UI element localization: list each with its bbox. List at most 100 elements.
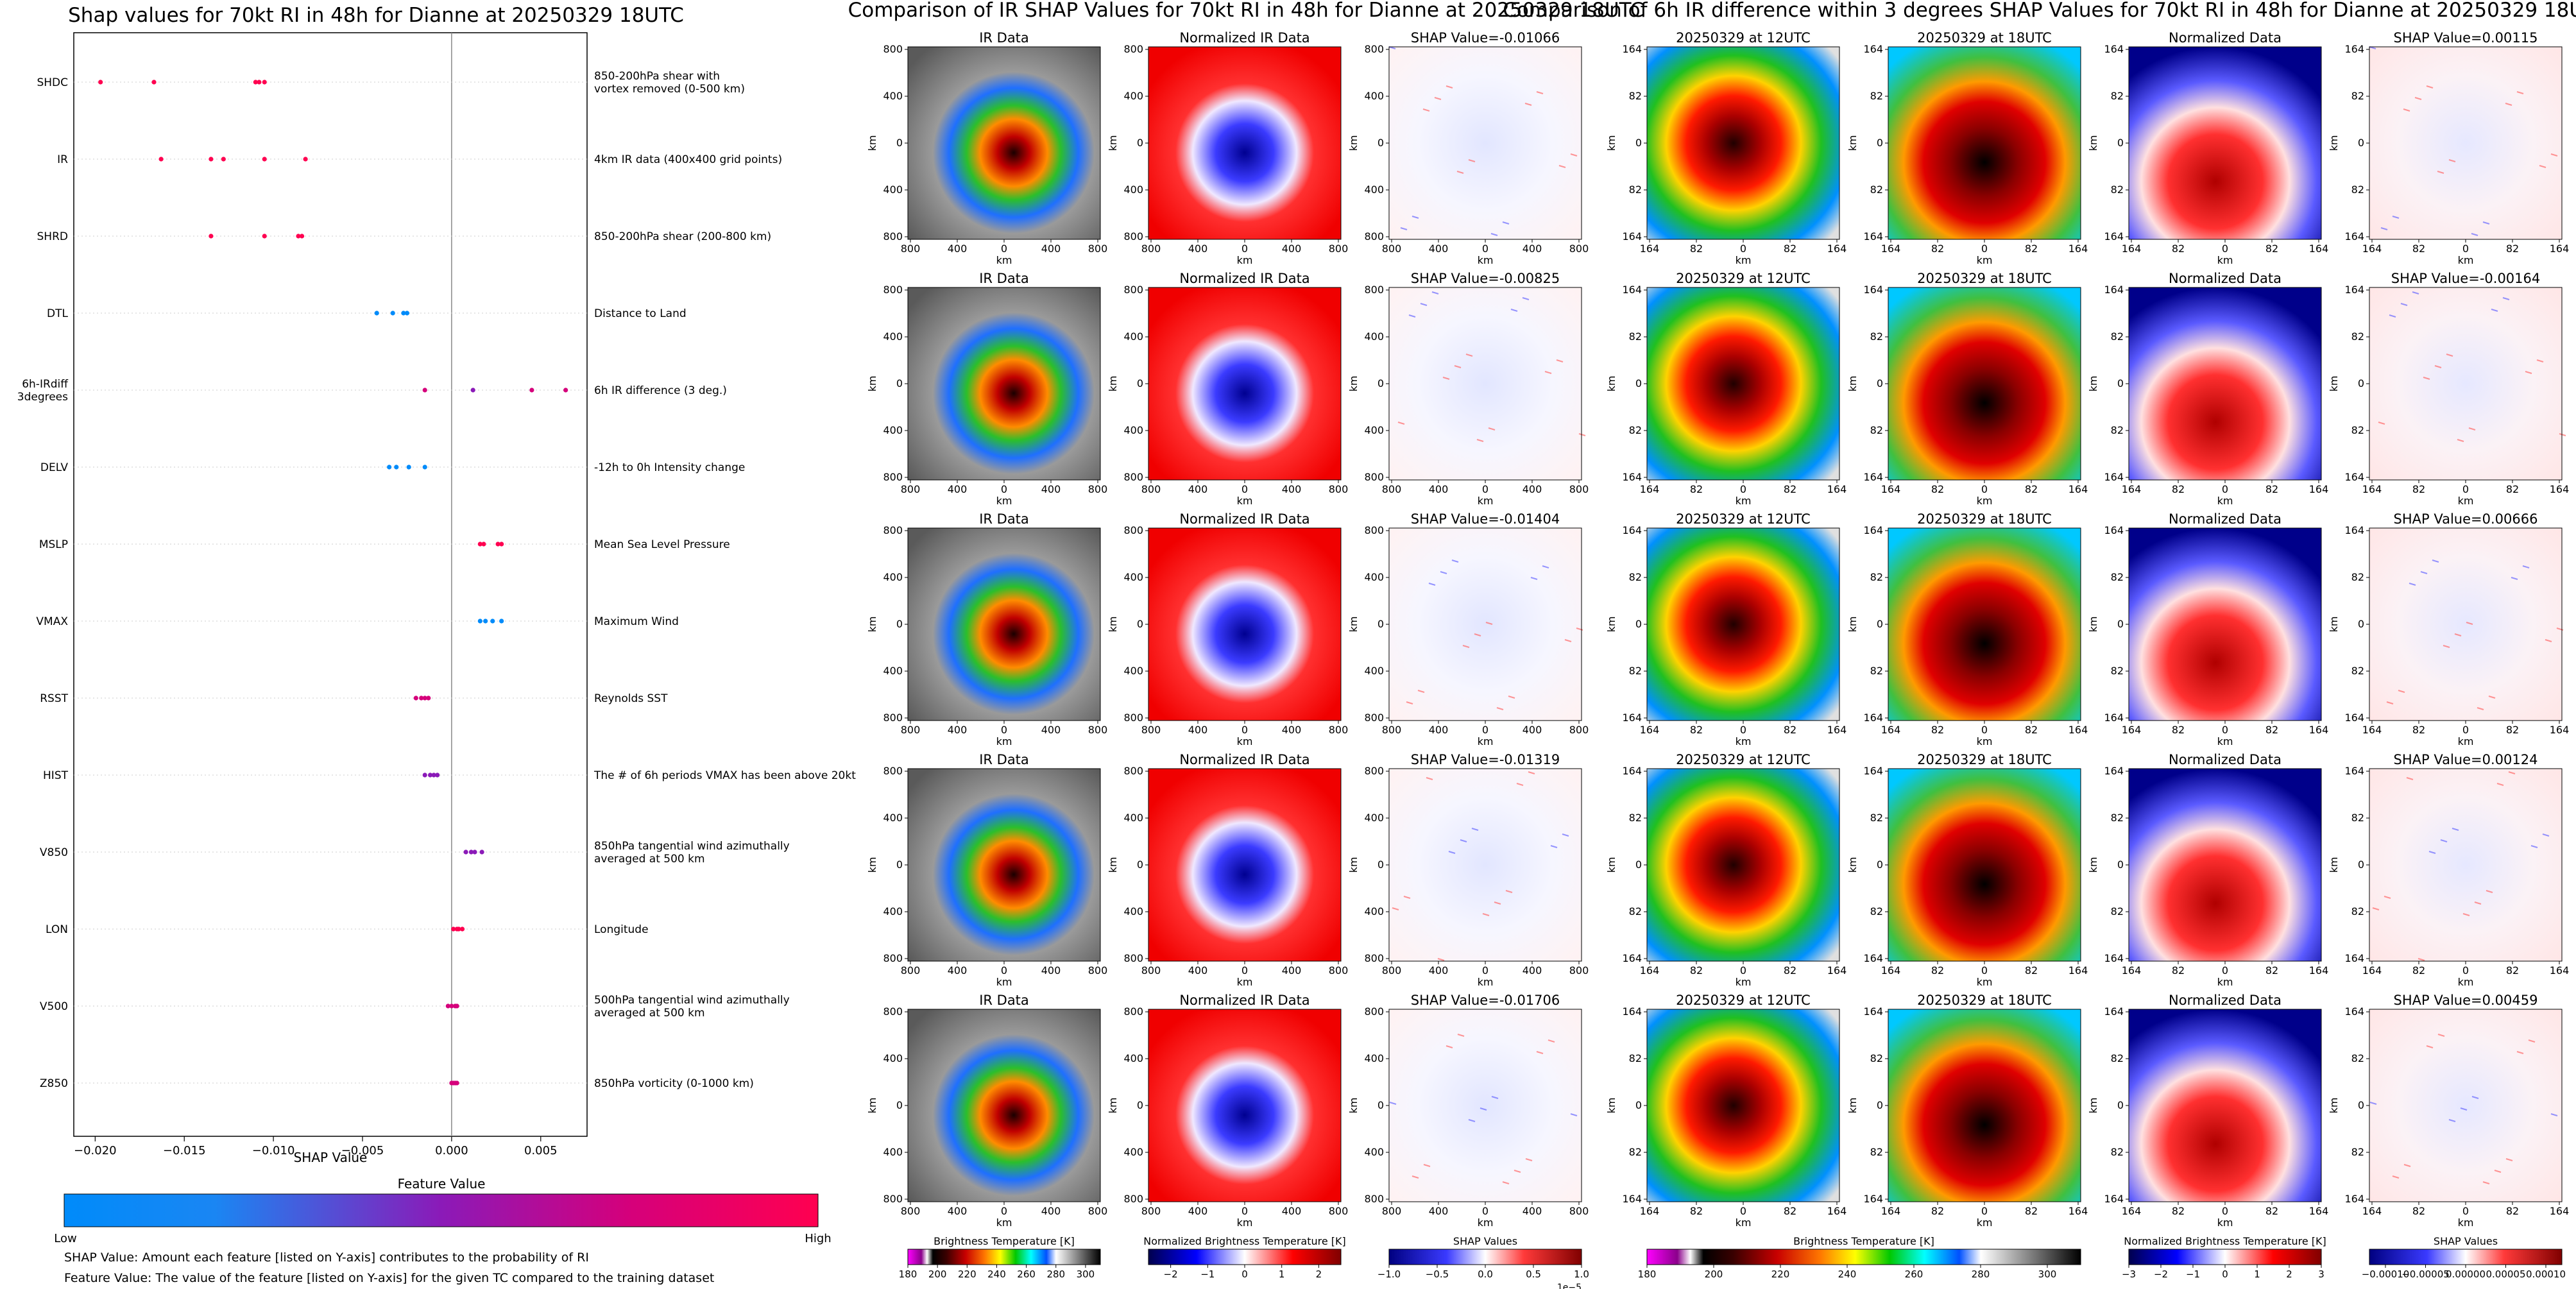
y-tick-label: 164 (2104, 230, 2124, 243)
x-tick-label: 82 (2265, 724, 2278, 736)
y-tick-label: 0 (1137, 858, 1143, 871)
x-axis-label: km (2217, 1216, 2233, 1229)
y-tick-label: 82 (1629, 571, 1642, 583)
x-tick-label: 800 (1329, 1205, 1349, 1217)
x-axis-label: km (1977, 735, 1993, 747)
y-tick-label: 82 (1629, 90, 1642, 102)
y-axis-label: km (866, 1098, 878, 1114)
x-tick-label: 164 (2309, 243, 2329, 255)
x-axis-label: km (1478, 1216, 1494, 1229)
x-tick-label: 0 (1001, 243, 1007, 255)
y-tick-label: 0 (1635, 137, 1642, 149)
y-tick-label: 82 (1629, 424, 1642, 436)
x-tick-label: 0 (1740, 1205, 1746, 1217)
y-tick-label: 82 (1870, 184, 1883, 196)
panel-title-normalized-ir-data: Normalized IR Data (1179, 271, 1309, 286)
x-tick-label: 82 (2025, 243, 2038, 255)
point-hist (435, 773, 440, 778)
x-tick-label: 400 (1188, 964, 1208, 977)
point-hist (422, 773, 427, 778)
feature-description-v500: 500hPa tangential wind azimuthally averag… (594, 994, 790, 1020)
y-tick-label: 164 (1863, 765, 1883, 777)
diff-brightness-colorbar-tick-label: 300 (2038, 1268, 2057, 1280)
y-tick-label: 164 (2104, 284, 2124, 296)
point-hist (427, 773, 433, 778)
panel-title-ir-data: IR Data (979, 30, 1029, 46)
feature-label-z850: Z850 (40, 1077, 68, 1090)
feature-label-line: DELV (40, 461, 68, 474)
x-tick-label: 800 (1088, 483, 1108, 495)
shap-texture-stroke (2443, 645, 2450, 648)
shap-texture-stroke (2428, 851, 2436, 854)
shap-texture-stroke (2471, 1096, 2479, 1099)
y-tick-label: 400 (1364, 90, 1384, 102)
x-axis-label: km (1977, 976, 1993, 988)
y-tick-label: 164 (1622, 952, 1642, 964)
shap-texture-stroke (2550, 1113, 2558, 1116)
y-tick-label: 400 (1123, 330, 1143, 343)
shap-texture-stroke (2494, 1170, 2502, 1173)
shap-texture-stroke (1494, 901, 1501, 905)
middle-figure-title: Comparison of IR SHAP Values for 70kt RI… (848, 0, 1644, 22)
y-tick-label: 82 (2111, 665, 2124, 677)
shap-texture-stroke (1482, 913, 1490, 916)
x-tick-label: 164 (1827, 724, 1847, 736)
shap-texture-stroke (1536, 91, 1544, 94)
y-tick-label: 0 (896, 858, 903, 871)
y-tick-label: 400 (883, 330, 903, 343)
x-tick-label: 164 (1827, 964, 1847, 977)
heatmap-image-normalized-ir-data (1148, 287, 1341, 480)
x-tick-label: 800 (901, 964, 921, 977)
y-tick-label: 82 (2111, 330, 2124, 343)
x-tick-label: 164 (2122, 1205, 2142, 1217)
shap-texture-stroke (2559, 433, 2566, 436)
shap-texture-stroke (2454, 633, 2462, 636)
x-tick-label: 0 (1001, 1205, 1007, 1217)
point-rsst (419, 696, 424, 701)
feature-label-vmax: VMAX (36, 615, 68, 628)
x-tick-label: 164 (2550, 483, 2570, 495)
y-tick-label: 800 (883, 952, 903, 964)
point-mslp (481, 542, 486, 547)
y-axis-label: km (1107, 135, 1119, 151)
feature-label-line: HIST (43, 769, 69, 782)
y-axis-label: km (1847, 376, 1859, 392)
shap-texture-stroke (1446, 85, 1453, 89)
x-tick-label: 164 (2309, 964, 2329, 977)
heatmap-image-normalized-data (2129, 47, 2321, 239)
y-tick-label: 82 (2351, 90, 2364, 102)
shap-texture-stroke (1454, 365, 1462, 368)
y-tick-label: 0 (1877, 858, 1883, 871)
y-tick-label: 82 (2351, 571, 2364, 583)
ir-normalized-colorbar-tick-label: −2 (1164, 1268, 1178, 1280)
ir-shap-colorbar-tick-label: −1.0 (1378, 1268, 1401, 1280)
x-tick-label: 82 (2506, 483, 2519, 495)
x-tick-label: 164 (2362, 724, 2382, 736)
panel-title-normalized-ir-data: Normalized IR Data (1179, 752, 1309, 767)
y-tick-label: 164 (2344, 230, 2364, 243)
x-tick-label: 164 (2122, 243, 2142, 255)
x-tick-label: 800 (1088, 1205, 1108, 1217)
shap-texture-stroke (2528, 1039, 2536, 1043)
point-6h-irdiff-3degrees (422, 388, 427, 393)
diff-shap-colorbar-gradient (2369, 1249, 2563, 1265)
x-tick-label: 0 (1981, 1205, 1988, 1217)
point-rsst (422, 696, 427, 701)
feature-description-lon: Longitude (594, 923, 649, 936)
y-tick-label: 0 (896, 618, 903, 630)
y-tick-label: 0 (2358, 858, 2364, 871)
x-tick-label: 82 (2412, 483, 2425, 495)
heatmap-image-normalized-data (2129, 528, 2321, 721)
ir-brightness-colorbar-tick-label: 180 (899, 1268, 917, 1280)
x-tick-label: 800 (1382, 483, 1402, 495)
x-tick-label: −0.010 (252, 1144, 295, 1157)
shap-texture-stroke (1406, 701, 1413, 704)
shap-texture-stroke (1397, 422, 1405, 425)
feature-label-line: RSST (40, 692, 68, 705)
x-tick-label: 164 (2068, 483, 2088, 495)
x-axis-label: km (2217, 495, 2233, 507)
shap-texture-stroke (1544, 371, 1552, 374)
shap-texture-stroke (2426, 1045, 2434, 1048)
x-tick-label: 82 (1784, 1205, 1796, 1217)
shap-texture-stroke (2448, 159, 2456, 162)
